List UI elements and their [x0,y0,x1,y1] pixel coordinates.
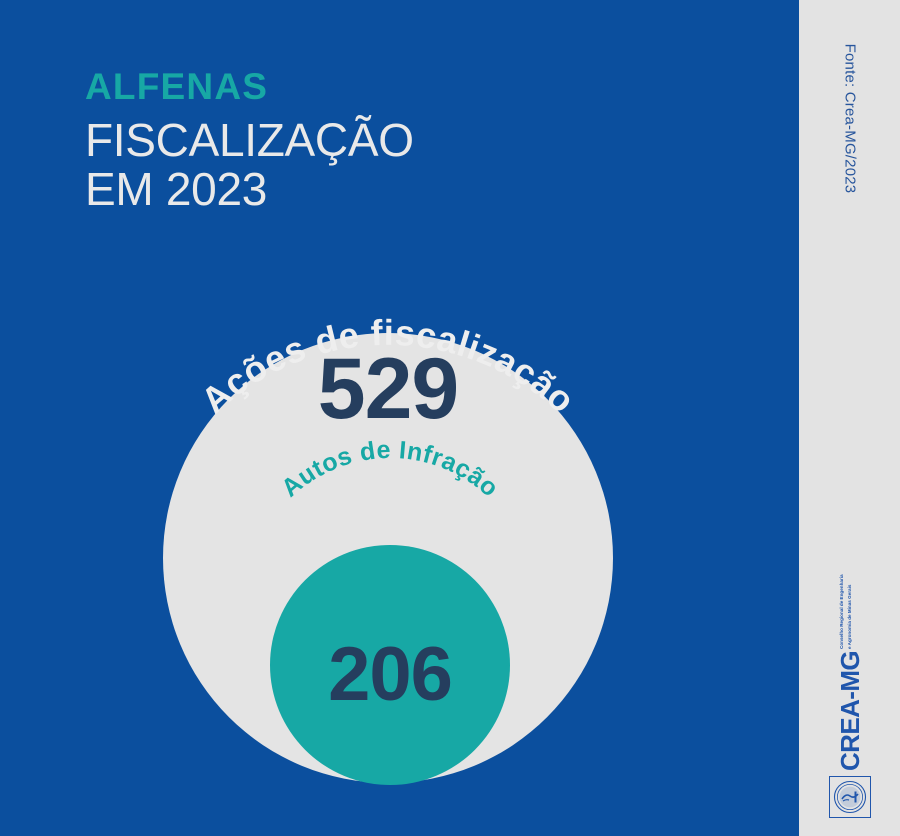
logo-wordmark-group: CREA-MG Conselho Regional de Engenharia … [835,574,865,771]
crea-mg-logo: CREA-MG Conselho Regional de Engenharia … [794,574,900,818]
title-block: ALFENAS FISCALIZAÇÃO EM 2023 [85,66,414,216]
inner-circle-value: 206 [328,632,452,717]
headline-line-2: EM 2023 [85,163,268,216]
right-rail: Fonte: Crea-MG/2023 CREA-MG Conselho Reg… [799,0,900,836]
inner-circle-autos [270,545,510,785]
city-name: ALFENAS [85,66,269,107]
nested-circles-chart: Ações de fiscalização 529 Autos de Infra… [163,312,613,785]
page-title: FISCALIZAÇÃO EM 2023 [85,113,414,216]
main-blue-panel: ALFENAS FISCALIZAÇÃO EM 2023 Ações de fi… [0,0,799,836]
source-credit: Fonte: Crea-MG/2023 [841,43,858,194]
logo-subtitle-line-2: e Agronomia de Minas Gerais [846,584,852,649]
logo-subtitle: Conselho Regional de Engenharia e Agrono… [837,574,852,649]
outer-circle-value: 529 [318,341,459,437]
logo-wordmark: CREA-MG [834,650,865,771]
headline-line-1: FISCALIZAÇÃO [85,113,414,166]
crea-seal-icon [828,776,871,818]
logo-subtitle-line-1: Conselho Regional de Engenharia [838,574,844,649]
